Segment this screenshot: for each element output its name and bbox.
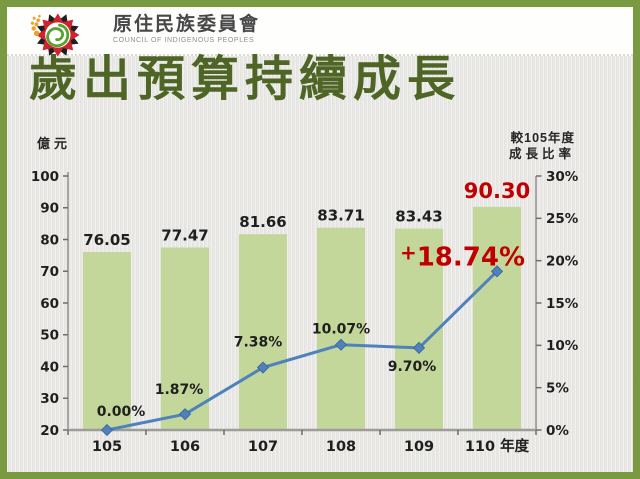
left-axis-tick-label: 50 xyxy=(40,328,59,344)
line-label-109: 9.70% xyxy=(388,359,437,375)
line-label-108: 10.07% xyxy=(312,322,370,338)
bar-108 xyxy=(317,227,365,430)
x-axis-label-109: 109 xyxy=(404,439,434,455)
logo-spiral xyxy=(46,23,70,48)
line-point-105 xyxy=(100,423,114,437)
right-axis-tick-label: 15% xyxy=(546,296,579,312)
x-axis-label-108: 108 xyxy=(326,439,356,455)
line-label-105: 0.00% xyxy=(97,404,146,420)
x-axis-label-110: 110 年度 xyxy=(465,437,530,455)
right-axis-tick-label: 20% xyxy=(546,253,579,269)
left-axis-tick-label: 100 xyxy=(31,169,59,185)
left-axis-tick-label: 20 xyxy=(40,423,59,439)
line-point-108 xyxy=(334,338,348,351)
line-point-106 xyxy=(178,408,192,421)
bar-106 xyxy=(161,247,209,430)
right-axis-caption-line2: 成長比率 xyxy=(508,147,575,161)
left-axis-tick-label: 90 xyxy=(40,201,59,217)
left-axis-tick-label: 60 xyxy=(40,296,59,312)
left-axis-caption: 億元 xyxy=(37,136,72,151)
line-label-106: 1.87% xyxy=(155,382,204,398)
line-label-107: 7.38% xyxy=(234,335,283,351)
bar-label-110: 90.30 xyxy=(464,179,530,203)
right-axis-tick-label: 10% xyxy=(546,338,579,354)
x-axis-label-107: 107 xyxy=(248,439,278,455)
line-point-107 xyxy=(256,361,270,374)
bar-label-107: 81.66 xyxy=(239,213,286,231)
bar-label-105: 76.05 xyxy=(83,231,130,249)
bar-label-109: 83.43 xyxy=(395,208,442,226)
left-axis-tick-label: 40 xyxy=(40,359,59,375)
x-axis-label-105: 105 xyxy=(92,439,122,455)
x-axis-label-106: 106 xyxy=(170,439,200,455)
right-axis-tick-label: 5% xyxy=(546,380,569,396)
cip-logo-icon xyxy=(30,11,82,59)
left-axis-tick-label: 80 xyxy=(40,232,59,248)
bar-105 xyxy=(83,252,131,430)
right-axis-caption-line1: 較105年度 xyxy=(510,131,575,145)
brand-name: 原住民族委員會 xyxy=(113,14,261,35)
left-axis-tick-label: 30 xyxy=(40,391,59,407)
page-title: 歲出預算持續成長 xyxy=(29,53,462,106)
brand-block: 原住民族委員會 COUNCIL OF INDIGENOUS PEOPLES xyxy=(113,14,260,44)
brand-subtitle: COUNCIL OF INDIGENOUS PEOPLES xyxy=(113,37,255,44)
bar-label-106: 77.47 xyxy=(161,227,208,245)
growth-highlight-label: +18.74% xyxy=(400,240,525,272)
line-point-110 xyxy=(490,265,504,278)
right-axis-tick-label: 30% xyxy=(546,169,579,185)
logo-sprig xyxy=(30,14,41,37)
right-axis-caption: 較105年度 成長比率 xyxy=(509,130,575,162)
growth-line xyxy=(106,270,499,432)
right-axis-tick-label: 0% xyxy=(546,423,569,439)
bar-107 xyxy=(239,234,287,430)
right-axis-tick-label: 25% xyxy=(546,211,579,227)
line-point-109 xyxy=(412,341,426,354)
left-axis-tick-label: 70 xyxy=(40,264,59,280)
bar-110 xyxy=(473,206,521,430)
header-band: 原住民族委員會 COUNCIL OF INDIGENOUS PEOPLES xyxy=(7,7,633,56)
bar-label-108: 83.71 xyxy=(317,207,364,225)
bar-109 xyxy=(395,228,443,430)
